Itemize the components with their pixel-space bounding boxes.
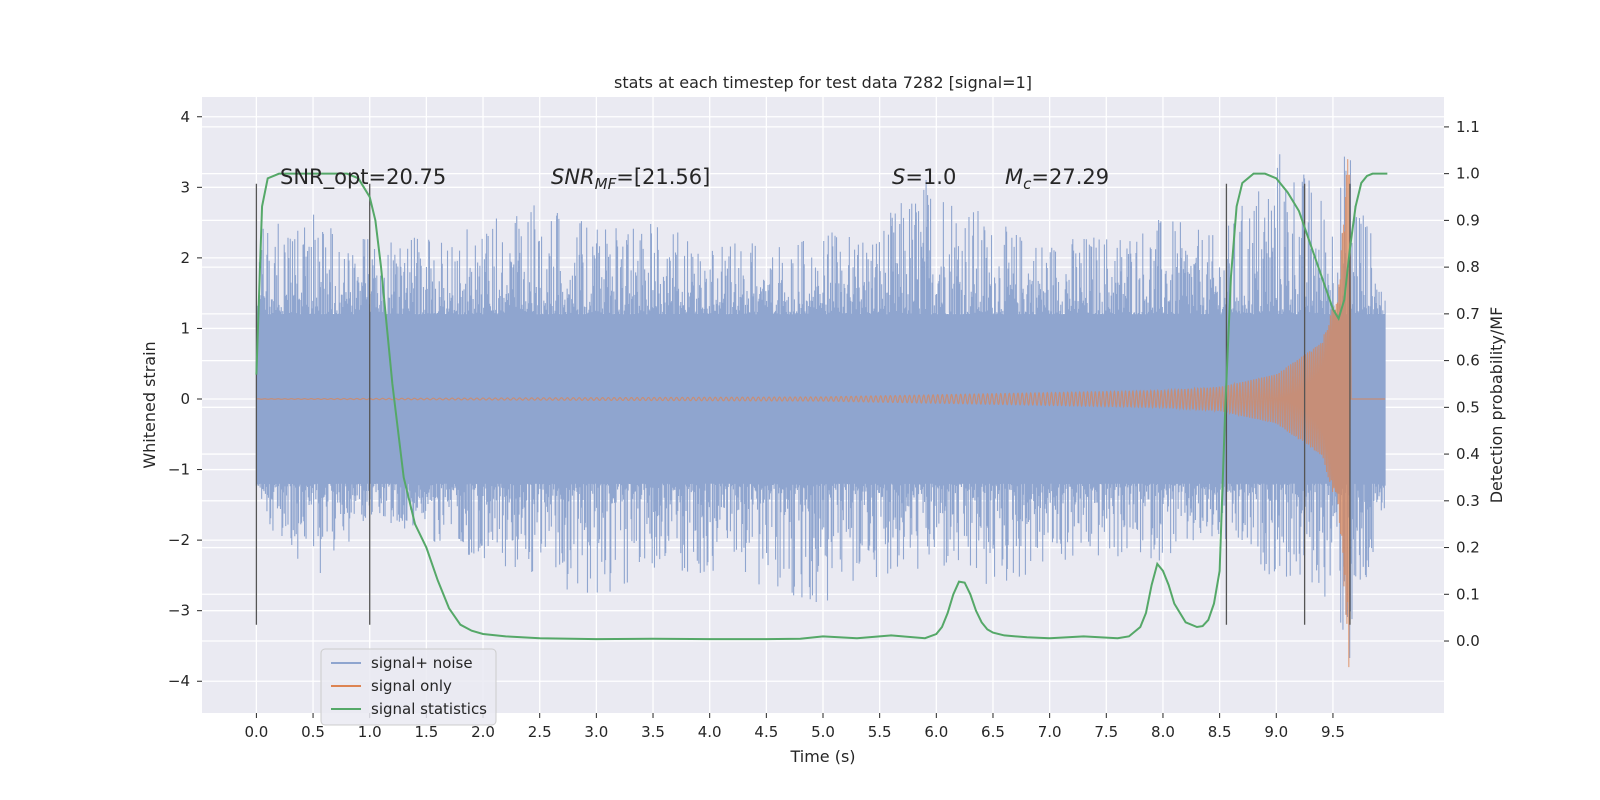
y2-tick-label: 0.8: [1456, 258, 1480, 276]
x-axis-ticks: 0.0 0.5 1.0 1.5 2.0 2.5 3.0 3.5 4.0 4.5 5.0 5.5 6.0 6…: [244, 713, 1345, 741]
y2-tick-label: 0.4: [1456, 445, 1480, 463]
x-tick-label: 5.0: [811, 723, 835, 741]
y2-tick-label: 0.0: [1456, 632, 1480, 650]
x-tick-label: 7.0: [1038, 723, 1062, 741]
x-tick-label: 5.5: [868, 723, 892, 741]
y-tick-label: −3: [168, 602, 190, 620]
x-tick-label: 8.5: [1208, 723, 1232, 741]
x-tick-label: 2.5: [528, 723, 552, 741]
y2-tick-label: 1.1: [1456, 118, 1480, 136]
y2-tick-label: 0.9: [1456, 211, 1480, 229]
x-tick-label: 0.0: [244, 723, 268, 741]
y2-axis-ticks: 1.1 1.0 0.9 0.8 0.7 0.6 0.5 0.4 0.3 0.2 0.1 0.0: [1444, 118, 1480, 650]
x-tick-label: 2.0: [471, 723, 495, 741]
y-axis-ticks: 4 3 2 1 0 −1 −2 −3 −4: [168, 108, 202, 690]
legend: signal+ noise signal only signal statist…: [320, 648, 497, 726]
annotation-s-main: S: [892, 165, 905, 189]
x-tick-label: 4.0: [698, 723, 722, 741]
y-tick-label: −1: [168, 461, 190, 479]
y-tick-label: 4: [180, 108, 190, 126]
y-tick-label: −4: [168, 672, 190, 690]
y-tick-label: 0: [180, 390, 190, 408]
x-tick-label: 6.5: [981, 723, 1005, 741]
y-tick-label: 3: [180, 178, 190, 196]
x-tick-label: 7.5: [1094, 723, 1118, 741]
y2-tick-label: 0.2: [1456, 539, 1480, 557]
x-tick-label: 1.5: [414, 723, 438, 741]
annotation-snr-mf-sub: MF: [595, 175, 617, 193]
annotation-s-value: =1.0: [905, 165, 956, 189]
legend-label-signal-statistics: signal statistics: [371, 700, 487, 718]
annotation-snr-opt: SNR_opt=20.75: [280, 165, 446, 190]
plot-area: [255, 154, 1388, 668]
x-tick-label: 3.0: [584, 723, 608, 741]
legend-box: [320, 648, 497, 726]
x-tick-label: 9.5: [1321, 723, 1345, 741]
chart-title: stats at each timestep for test data 728…: [614, 73, 1032, 92]
x-tick-label: 8.0: [1151, 723, 1175, 741]
x-tick-label: 0.5: [301, 723, 325, 741]
y2-tick-label: 0.5: [1456, 398, 1480, 416]
y-tick-label: 1: [180, 319, 190, 337]
annotation-snr-mf: SNRMF=[21.56]: [551, 165, 710, 193]
y2-tick-label: 0.7: [1456, 305, 1480, 323]
y2-tick-label: 0.6: [1456, 352, 1480, 370]
x-tick-label: 4.5: [754, 723, 778, 741]
x-axis-label: Time (s): [789, 747, 855, 766]
x-tick-label: 6.0: [924, 723, 948, 741]
annotation-snr-mf-value: =[21.56]: [616, 165, 710, 189]
y-tick-label: 2: [180, 249, 190, 267]
y-axis-label: Whitened strain: [140, 341, 159, 468]
y2-tick-label: 1.0: [1456, 165, 1480, 183]
annotation-mc-main: M: [1005, 165, 1023, 189]
annotation-s: S=1.0: [892, 165, 956, 189]
annotation-snr-mf-main: SNR: [551, 165, 595, 189]
y2-tick-label: 0.3: [1456, 492, 1480, 510]
series-signal-statistics: [255, 172, 1388, 641]
y2-axis-label: Detection probability/MF: [1487, 307, 1506, 504]
x-tick-label: 3.5: [641, 723, 665, 741]
y-tick-label: −2: [168, 531, 190, 549]
x-tick-label: 9.0: [1264, 723, 1288, 741]
annotation-mc: Mc=27.29: [1005, 165, 1109, 193]
annotation-mc-sub: c: [1023, 175, 1032, 193]
x-tick-label: 1.0: [358, 723, 382, 741]
annotation-mc-value: =27.29: [1031, 165, 1109, 189]
legend-label-signal-only: signal only: [371, 677, 452, 695]
y2-tick-label: 0.1: [1456, 585, 1480, 603]
legend-label-signal-plus-noise: signal+ noise: [371, 654, 473, 672]
